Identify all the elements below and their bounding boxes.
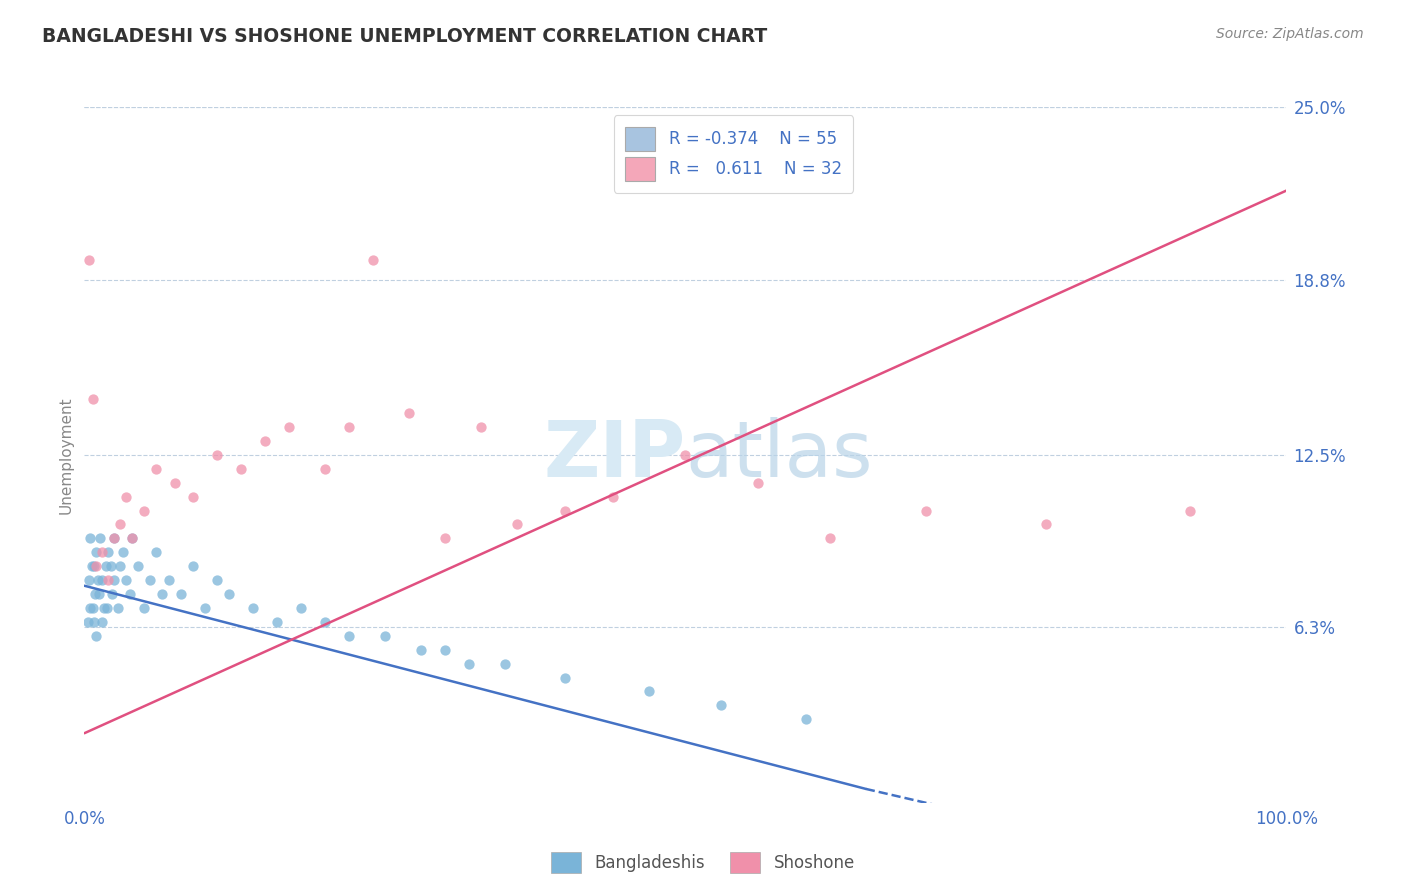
- Point: [314, 615, 336, 629]
- Point: [134, 503, 156, 517]
- Point: [115, 573, 138, 587]
- Point: [1180, 503, 1202, 517]
- Point: [83, 559, 105, 574]
- Point: [253, 434, 276, 448]
- Point: [181, 490, 204, 504]
- Point: [91, 615, 114, 629]
- Point: [79, 601, 101, 615]
- Point: [77, 615, 100, 629]
- Point: [87, 587, 110, 601]
- Point: [157, 573, 180, 587]
- Point: [134, 601, 156, 615]
- Point: [118, 587, 141, 601]
- Point: [434, 532, 457, 546]
- Point: [121, 532, 143, 546]
- Point: [103, 532, 125, 546]
- Text: ZIP: ZIP: [543, 417, 686, 493]
- Point: [675, 448, 697, 462]
- Point: [82, 601, 104, 615]
- Point: [96, 601, 118, 615]
- Point: [361, 253, 384, 268]
- Point: [277, 420, 299, 434]
- Point: [103, 573, 125, 587]
- Point: [747, 475, 769, 490]
- Point: [80, 559, 103, 574]
- Point: [1035, 517, 1057, 532]
- Legend: Bangladeshis, Shoshone: Bangladeshis, Shoshone: [544, 846, 862, 880]
- Point: [194, 601, 217, 615]
- Point: [554, 503, 576, 517]
- Point: [94, 559, 117, 574]
- Point: [110, 517, 132, 532]
- Point: [181, 559, 204, 574]
- Point: [100, 559, 122, 574]
- Point: [84, 587, 107, 601]
- Point: [458, 657, 481, 671]
- Point: [314, 462, 336, 476]
- Point: [266, 615, 288, 629]
- Point: [398, 406, 420, 420]
- Point: [290, 601, 312, 615]
- Point: [145, 545, 167, 559]
- Point: [163, 475, 186, 490]
- Point: [337, 420, 360, 434]
- Point: [111, 545, 134, 559]
- Point: [434, 642, 457, 657]
- Point: [915, 503, 938, 517]
- Point: [77, 253, 100, 268]
- Point: [337, 629, 360, 643]
- Point: [710, 698, 733, 713]
- Point: [86, 629, 108, 643]
- Text: atlas: atlas: [686, 417, 873, 493]
- Point: [554, 671, 576, 685]
- Point: [86, 545, 108, 559]
- Point: [89, 532, 111, 546]
- Point: [470, 420, 492, 434]
- Point: [139, 573, 162, 587]
- Point: [205, 448, 228, 462]
- Point: [145, 462, 167, 476]
- Point: [218, 587, 240, 601]
- Point: [152, 587, 174, 601]
- Point: [242, 601, 264, 615]
- Point: [103, 532, 125, 546]
- Point: [86, 559, 108, 574]
- Legend: R = -0.374    N = 55, R =   0.611    N = 32: R = -0.374 N = 55, R = 0.611 N = 32: [613, 115, 853, 193]
- Point: [121, 532, 143, 546]
- Point: [229, 462, 252, 476]
- Point: [97, 545, 120, 559]
- Point: [127, 559, 149, 574]
- Point: [101, 587, 124, 601]
- Point: [82, 392, 104, 407]
- Point: [97, 573, 120, 587]
- Point: [506, 517, 529, 532]
- Point: [93, 601, 115, 615]
- Point: [107, 601, 129, 615]
- Point: [818, 532, 841, 546]
- Point: [494, 657, 516, 671]
- Point: [110, 559, 132, 574]
- Y-axis label: Unemployment: Unemployment: [58, 396, 73, 514]
- Point: [83, 615, 105, 629]
- Point: [79, 532, 101, 546]
- Point: [86, 573, 108, 587]
- Point: [409, 642, 432, 657]
- Point: [91, 545, 114, 559]
- Point: [115, 490, 138, 504]
- Point: [169, 587, 191, 601]
- Text: Source: ZipAtlas.com: Source: ZipAtlas.com: [1216, 27, 1364, 41]
- Point: [205, 573, 228, 587]
- Point: [77, 573, 100, 587]
- Point: [374, 629, 396, 643]
- Text: BANGLADESHI VS SHOSHONE UNEMPLOYMENT CORRELATION CHART: BANGLADESHI VS SHOSHONE UNEMPLOYMENT COR…: [42, 27, 768, 45]
- Point: [794, 712, 817, 726]
- Point: [91, 573, 114, 587]
- Point: [602, 490, 624, 504]
- Point: [638, 684, 661, 698]
